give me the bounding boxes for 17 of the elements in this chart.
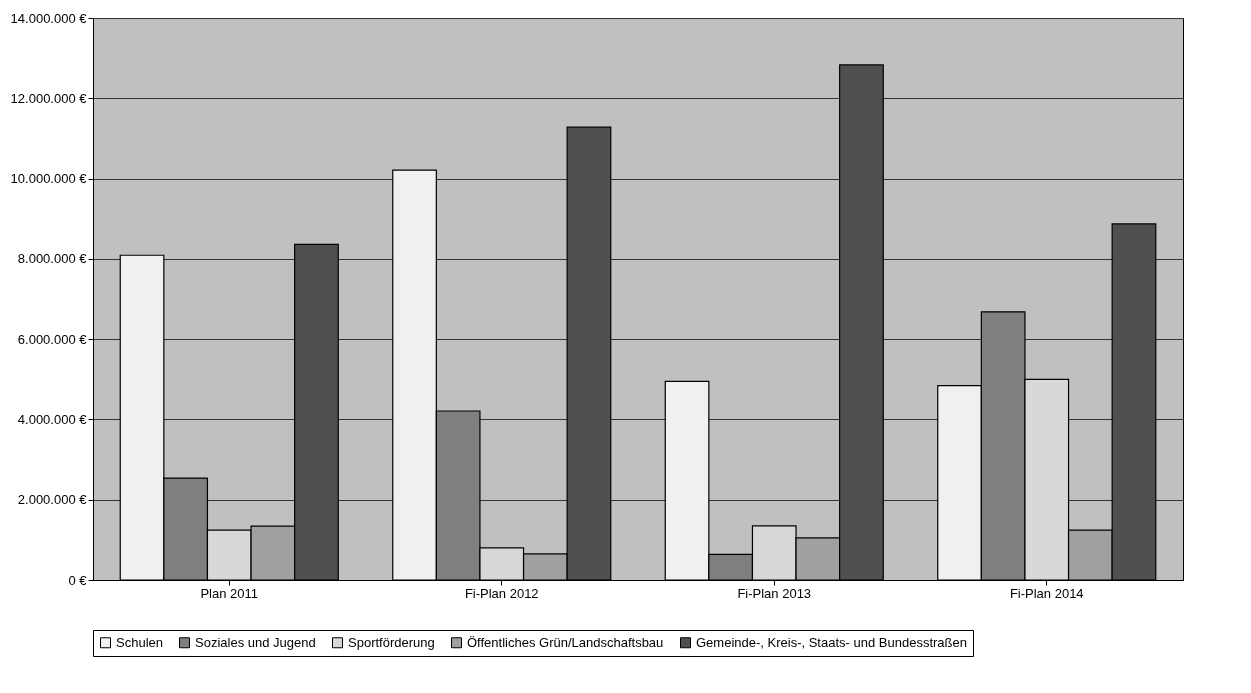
y-tick-label: 10.000.000 € [10, 171, 88, 187]
x-tick-label: Fi-Plan 2014 [1009, 585, 1084, 601]
legend-label: Schulen [116, 634, 163, 650]
x-tick-label: Fi-Plan 2013 [737, 585, 812, 601]
y-tick-label: 0 € [68, 572, 88, 588]
y-tick-label: 4.000.000 € [17, 411, 88, 427]
y-tick-label: 2.000.000 € [17, 492, 88, 508]
y-tick-label: 6.000.000 € [17, 331, 88, 347]
y-tick-label: 14.000.000 € [10, 10, 88, 26]
legend-label: Gemeinde-, Kreis-, Staats- und Bundesstraßen [696, 634, 967, 650]
legend-label: Öffentliches Grün/Landschaftsbau [467, 634, 664, 650]
legend-label: Soziales und Jugend [195, 634, 316, 650]
x-tick-label: Fi-Plan 2012 [464, 585, 539, 601]
x-tick-label: Plan 2011 [200, 585, 259, 601]
y-tick-label: 8.000.000 € [17, 251, 88, 267]
y-tick-label: 12.000.000 € [10, 90, 88, 106]
legend-label: Sportförderung [348, 634, 435, 650]
